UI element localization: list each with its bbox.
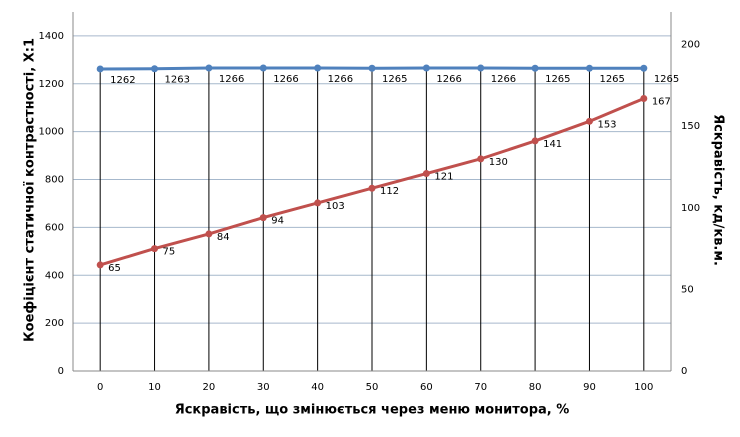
data-label: 1266 <box>491 74 516 85</box>
data-point <box>259 214 267 222</box>
data-label: 75 <box>163 247 176 258</box>
y-tick-label: 1200 <box>39 79 64 90</box>
x-axis-label: Яскравість, що змінюється через меню мон… <box>175 403 570 418</box>
y-tick-label: 1400 <box>39 31 64 42</box>
y2-tick-label: 0 <box>681 366 687 377</box>
data-point <box>477 155 485 163</box>
y-axis-label: Коефіцієнт статичної контрастності, X:1 <box>23 38 38 342</box>
data-point <box>477 64 485 72</box>
x-tick-label: 90 <box>583 382 596 393</box>
data-point <box>96 261 104 269</box>
data-label: 65 <box>108 263 121 274</box>
data-point <box>314 199 322 207</box>
data-point <box>259 64 267 72</box>
data-point <box>422 170 430 178</box>
y-tick-label: 600 <box>45 222 64 233</box>
data-point <box>640 64 648 72</box>
y2-tick-label: 150 <box>681 121 700 132</box>
data-label: 94 <box>271 216 284 227</box>
data-label: 1266 <box>273 74 298 85</box>
data-label: 1263 <box>165 75 190 86</box>
data-label: 1262 <box>110 75 135 86</box>
data-point <box>368 64 376 72</box>
x-tick-label: 60 <box>420 382 433 393</box>
data-point <box>531 137 539 145</box>
data-label: 112 <box>380 186 399 197</box>
data-point <box>205 230 213 238</box>
data-point <box>585 64 593 72</box>
data-point <box>205 64 213 72</box>
data-label: 130 <box>489 157 508 168</box>
y-tick-label: 800 <box>45 175 64 186</box>
y2-tick-label: 200 <box>681 40 700 51</box>
data-label: 1266 <box>436 74 461 85</box>
data-point <box>96 65 104 73</box>
x-tick-label: 100 <box>634 382 653 393</box>
data-label: 1265 <box>599 74 624 85</box>
data-point <box>531 64 539 72</box>
x-tick-label: 70 <box>474 382 487 393</box>
x-tick-label: 40 <box>311 382 324 393</box>
data-label: 84 <box>217 232 230 243</box>
y2-tick-label: 100 <box>681 203 700 214</box>
data-label: 1265 <box>545 74 570 85</box>
y-tick-label: 200 <box>45 318 64 329</box>
y-tick-label: 400 <box>45 270 64 281</box>
data-label: 1265 <box>382 74 407 85</box>
x-tick-label: 0 <box>97 382 103 393</box>
data-point <box>151 65 159 73</box>
data-label: 103 <box>326 201 345 212</box>
x-tick-label: 80 <box>529 382 542 393</box>
x-tick-label: 20 <box>203 382 216 393</box>
data-point <box>640 94 648 102</box>
data-label: 121 <box>434 172 453 183</box>
data-label: 141 <box>543 139 562 150</box>
x-tick-label: 30 <box>257 382 270 393</box>
data-label: 1266 <box>219 74 244 85</box>
x-tick-label: 10 <box>148 382 161 393</box>
data-label: 1266 <box>328 74 353 85</box>
y-tick-label: 1000 <box>39 127 64 138</box>
data-label: 1265 <box>654 74 679 85</box>
y2-axis-label: Яскравість, кд/кв.м. <box>711 114 726 266</box>
data-point <box>585 117 593 125</box>
data-point <box>314 64 322 72</box>
y-tick-label: 0 <box>58 366 64 377</box>
x-tick-label: 50 <box>366 382 379 393</box>
data-point <box>151 245 159 253</box>
data-label: 153 <box>597 119 616 130</box>
data-label: 167 <box>652 96 671 107</box>
data-point <box>422 64 430 72</box>
y2-tick-label: 50 <box>681 284 694 295</box>
data-point <box>368 184 376 192</box>
